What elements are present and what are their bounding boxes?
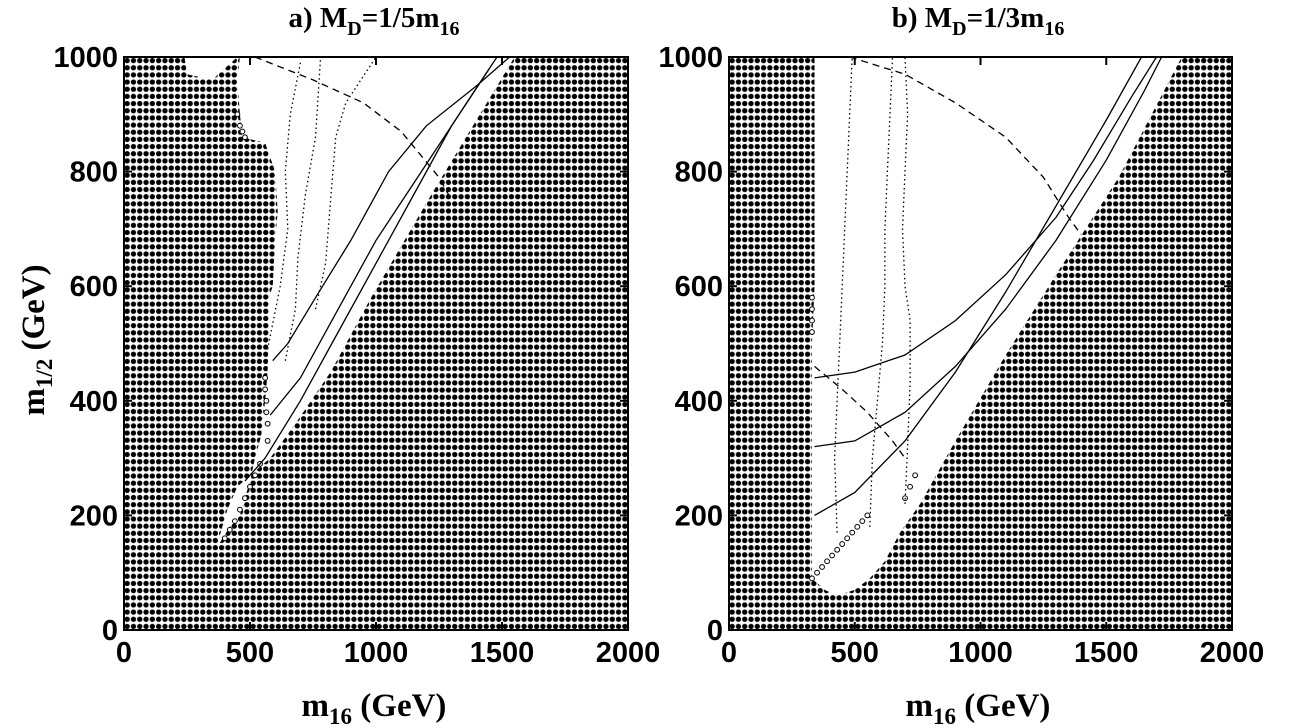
open-circle-point xyxy=(854,523,861,530)
contour-solid xyxy=(814,57,1163,448)
open-circle-point xyxy=(859,518,866,525)
open-circle-point xyxy=(237,506,243,513)
open-circle-point xyxy=(849,529,856,536)
open-circle-point xyxy=(864,512,871,519)
panel-b-x-axis-label: m16 (GeV) xyxy=(906,688,1051,728)
open-circle-point xyxy=(226,526,233,533)
y-tick-label: 0 xyxy=(707,615,723,647)
panel-a-y-axis-label: m1/2 (GeV) xyxy=(16,264,57,415)
open-circle-point xyxy=(814,569,820,576)
panel-a-x-axis-label: m16 (GeV) xyxy=(302,688,447,728)
x-tick-label: 1500 xyxy=(470,637,535,669)
open-circle-point xyxy=(844,535,851,542)
x-tick-label: 1000 xyxy=(344,637,409,669)
open-circle-point xyxy=(262,374,269,381)
open-circle-point xyxy=(237,122,243,129)
open-circle-point xyxy=(221,535,228,542)
y-tick-label: 800 xyxy=(675,157,723,189)
open-circle-point xyxy=(809,306,815,313)
open-circle-point xyxy=(809,294,815,301)
open-circle-point xyxy=(234,111,241,118)
y-tick-label: 1000 xyxy=(658,42,723,74)
contour-dashed xyxy=(254,57,453,201)
y-tick-label: 200 xyxy=(70,500,118,532)
x-tick-label: 500 xyxy=(226,637,274,669)
open-circle-point xyxy=(824,558,830,565)
y-tick-label: 200 xyxy=(675,500,723,532)
open-circle-point xyxy=(247,483,253,490)
x-tick-label: 0 xyxy=(116,637,132,669)
x-tick-label: 1000 xyxy=(948,637,1013,669)
open-circle-point xyxy=(242,495,248,502)
open-circle-point xyxy=(252,472,258,479)
y-tick-label: 600 xyxy=(675,271,723,303)
panel-b-title: b) MD=1/3m16 xyxy=(892,2,1065,40)
panel-a: a) MD=1/5m16 m1/2 (GeV) m16 (GeV) 0 500 10… xyxy=(16,2,660,728)
open-circle-point xyxy=(809,575,815,582)
x-tick-label: 0 xyxy=(721,637,737,669)
contour-solid xyxy=(814,57,1158,379)
open-circle-point xyxy=(262,386,269,393)
open-circle-point xyxy=(242,134,248,141)
contour-solid xyxy=(244,68,490,482)
contour-dashed xyxy=(849,57,1082,235)
x-tick-label: 500 xyxy=(831,637,879,669)
contour-solid xyxy=(814,57,1143,516)
open-circle-point xyxy=(809,329,815,335)
panel-b: b) MD=1/3m16 m16 (GeV) 0 500 1000 1500 2000 0… xyxy=(658,2,1264,728)
y-tick-label: 800 xyxy=(70,157,118,189)
open-circle-point xyxy=(834,546,841,553)
open-circle-point xyxy=(239,128,246,135)
contour-solid xyxy=(272,57,511,362)
open-circle-point xyxy=(839,541,846,547)
open-circle-point xyxy=(912,472,919,479)
open-circle-point xyxy=(819,564,825,570)
open-circle-point xyxy=(829,552,836,559)
x-tick-label: 1500 xyxy=(1074,637,1139,669)
y-tick-label: 0 xyxy=(102,615,118,647)
open-circle-point xyxy=(264,438,271,444)
panel-a-title: a) MD=1/5m16 xyxy=(289,2,460,40)
y-tick-label: 600 xyxy=(70,271,118,303)
x-tick-label: 2000 xyxy=(1200,637,1265,669)
open-circle-point xyxy=(809,317,815,324)
open-circle-point xyxy=(231,518,238,525)
open-circle-point xyxy=(263,409,270,416)
contour-dotted xyxy=(284,57,322,361)
x-tick-label: 2000 xyxy=(596,637,661,669)
open-circle-point xyxy=(264,420,271,427)
y-tick-label: 400 xyxy=(70,386,118,418)
y-tick-label: 1000 xyxy=(53,42,118,74)
open-circle-point xyxy=(907,483,913,490)
open-circle-point xyxy=(263,397,270,404)
y-tick-label: 400 xyxy=(675,386,723,418)
allowed-region xyxy=(812,57,1182,596)
